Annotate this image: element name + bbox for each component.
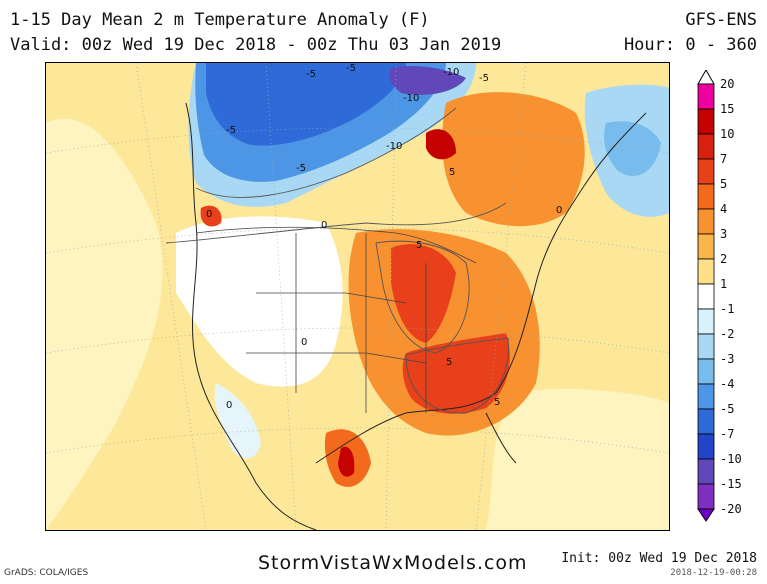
colorbar-label: 20 bbox=[720, 77, 734, 91]
contour-lines bbox=[165, 107, 509, 414]
colorbar-cell bbox=[697, 233, 715, 260]
colorbar-label: 3 bbox=[720, 227, 727, 241]
colorbar-top-arrow bbox=[697, 70, 715, 85]
colorbar-label: -7 bbox=[720, 427, 734, 441]
colorbar-cell bbox=[697, 283, 715, 310]
southwest-cool-pocket bbox=[214, 383, 261, 459]
contour-label: 5 bbox=[416, 240, 422, 251]
website-watermark: StormVistaWxModels.com bbox=[258, 552, 528, 574]
canada-cold-core bbox=[206, 63, 406, 146]
valid-period: Valid: 00z Wed 19 Dec 2018 - 00z Thu 03 … bbox=[10, 35, 502, 55]
greenland-cool-core bbox=[604, 121, 661, 176]
color-scale-legend: 20 15 10 7 5 4 3 2 1 -1 -2 -3 -4 -5 -7 -10 -15 -20 bbox=[697, 70, 742, 522]
map-title: 1-15 Day Mean 2 m Temperature Anomaly (F… bbox=[10, 10, 430, 30]
contour-label: -10 bbox=[443, 67, 459, 78]
colorbar-label: 1 bbox=[720, 277, 727, 291]
contour-label: 0 bbox=[556, 205, 562, 216]
colorbar-cell bbox=[697, 458, 715, 485]
hudson-bay-cold-core bbox=[389, 66, 466, 95]
contour-label: -5 bbox=[226, 125, 236, 136]
colorbar-label: -2 bbox=[720, 327, 734, 341]
lat-lon-grid bbox=[46, 63, 669, 530]
eastern-canada-warm bbox=[442, 92, 585, 227]
colorbar-bottom-arrow bbox=[697, 508, 715, 522]
colorbar-cell bbox=[697, 433, 715, 460]
colorbar-label: 10 bbox=[720, 127, 734, 141]
colorbar-label: -5 bbox=[720, 402, 734, 416]
quebec-warm-core bbox=[426, 129, 456, 160]
contour-label: 5 bbox=[446, 357, 452, 368]
near-normal-zone bbox=[176, 216, 343, 387]
colorbar-cell bbox=[697, 383, 715, 410]
colorbar-cell bbox=[697, 483, 715, 510]
colorbar-cell bbox=[697, 308, 715, 335]
colorbar-cell bbox=[697, 258, 715, 285]
texas-warm-core bbox=[338, 446, 355, 477]
colorbar-label: 7 bbox=[720, 152, 727, 166]
colorbar-cell bbox=[697, 133, 715, 160]
colorbar-label: 4 bbox=[720, 202, 727, 216]
colorbar-label: -10 bbox=[720, 452, 742, 466]
colorbar-label: 15 bbox=[720, 102, 734, 116]
colorbar-labels: 20 15 10 7 5 4 3 2 1 -1 -2 -3 -4 -5 -7 -10 -15 -20 bbox=[720, 77, 742, 516]
contour-label: 0 bbox=[301, 337, 307, 348]
great-lakes-warm-core bbox=[391, 244, 456, 343]
contour-label: -5 bbox=[306, 69, 316, 80]
init-time: Init: 00z Wed 19 Dec 2018 bbox=[561, 551, 757, 566]
contour-label: 0 bbox=[206, 209, 212, 220]
colorbar-cell bbox=[697, 408, 715, 435]
pacific-weak-anomaly bbox=[46, 118, 163, 530]
model-name: GFS-ENS bbox=[685, 10, 757, 30]
contour-label: -10 bbox=[386, 141, 402, 152]
contour-label: 0 bbox=[321, 220, 327, 231]
colorbar-cell bbox=[697, 158, 715, 185]
colorbar-cell bbox=[697, 83, 715, 110]
contour-label: 5 bbox=[494, 397, 500, 408]
coastlines bbox=[185, 102, 647, 530]
colorbar-cell bbox=[697, 333, 715, 360]
atlantic-weak-anomaly bbox=[486, 388, 669, 530]
colorbar-label: -1 bbox=[720, 302, 734, 316]
contour-label: -5 bbox=[346, 63, 356, 74]
colorbar-cell bbox=[697, 183, 715, 210]
colorbar-label: -15 bbox=[720, 477, 742, 491]
colorbar-label: 5 bbox=[720, 177, 727, 191]
map-canvas: -5 -10 -10 -5 -5 -5 -10 -5 5 0 0 0 0 5 5… bbox=[46, 63, 669, 530]
southeast-warm-core bbox=[402, 333, 510, 414]
pacific-nw-warm-spot bbox=[200, 205, 222, 227]
colorbar-label: 2 bbox=[720, 252, 727, 266]
colorbar-label: -4 bbox=[720, 377, 734, 391]
colorbar-cell bbox=[697, 208, 715, 235]
software-credit: GrADS: COLA/IGES bbox=[4, 568, 89, 578]
colorbar-cells bbox=[697, 83, 715, 522]
contour-label-group: -5 -10 -10 -5 -5 -5 -10 -5 5 0 0 0 0 5 5… bbox=[206, 63, 562, 411]
contour-label: -10 bbox=[403, 93, 419, 104]
colorbar-cell bbox=[697, 358, 715, 385]
colorbar-label: -3 bbox=[720, 352, 734, 366]
anomaly-map: -5 -10 -10 -5 -5 -5 -10 -5 5 0 0 0 0 5 5… bbox=[45, 62, 670, 531]
contour-label: -5 bbox=[479, 73, 489, 84]
contour-label: 0 bbox=[226, 400, 232, 411]
contour-label: -5 bbox=[296, 163, 306, 174]
colorbar-cell bbox=[697, 108, 715, 135]
generated-timestamp: 2018-12-19-00:28 bbox=[670, 568, 757, 578]
contour-label: 5 bbox=[449, 167, 455, 178]
forecast-hours: Hour: 0 - 360 bbox=[623, 35, 757, 55]
colorbar-label: -20 bbox=[720, 502, 742, 516]
